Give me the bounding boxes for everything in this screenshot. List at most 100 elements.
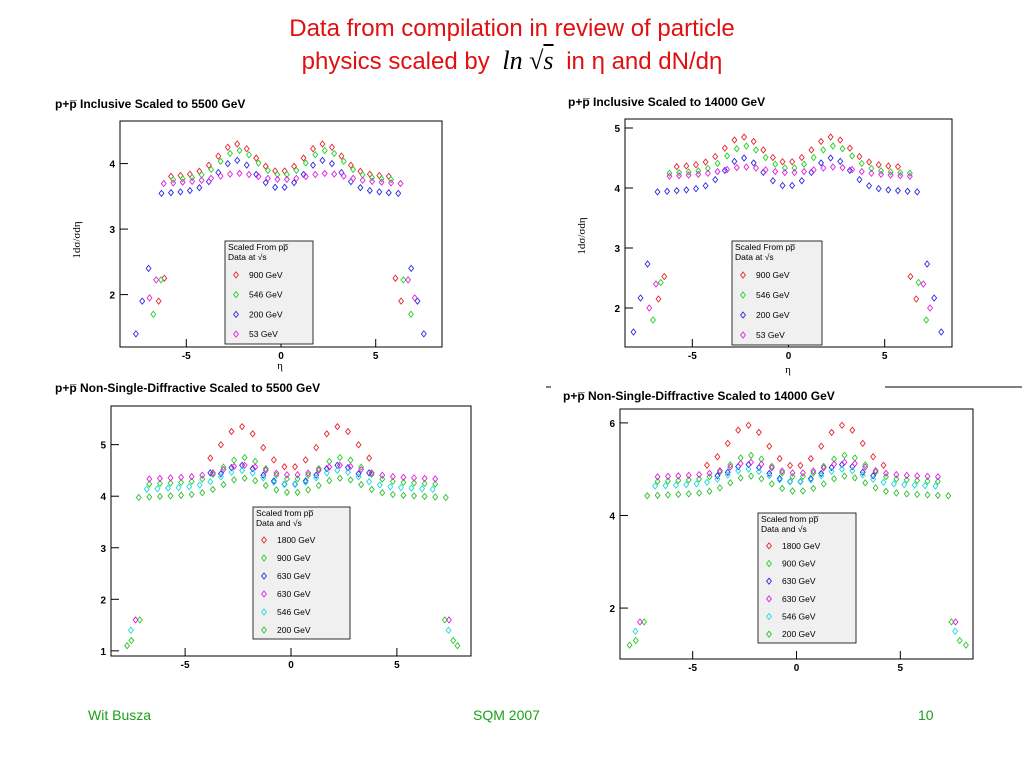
data-point-2-4-1 [781,168,788,177]
data-point-2-4-22 [897,171,904,180]
data-point-2-3-14 [856,175,863,184]
x-axis-label-2: η [785,364,791,376]
data-point-3-6-9 [241,474,248,482]
data-point-1-2-21 [179,175,186,183]
data-point-4-5-7 [755,467,762,476]
data-point-1-4-29 [146,294,153,302]
data-point-1-4-27 [153,276,160,284]
data-point-2-1-21 [683,162,690,170]
data-point-2-3-22 [894,186,901,195]
data-point-2-3-15 [712,175,719,184]
data-point-3-5-29 [127,626,134,634]
data-point-4-5-16 [880,478,887,487]
data-point-2-2-26 [915,278,922,287]
data-point-1-2-12 [340,157,347,166]
x-tick-label-2--5: -5 [688,351,697,362]
data-point-3-5-18 [387,483,394,491]
x-tick-label-4--5: -5 [688,663,697,674]
data-point-1-3-26 [408,264,415,273]
data-point-3-2-27 [146,480,153,488]
data-point-4-5-2 [807,476,814,484]
data-point-1-4-4 [302,172,309,181]
data-point-1-4-18 [369,177,376,186]
data-point-4-4-27 [654,473,661,481]
data-point-1-2-13 [217,157,224,166]
data-point-3-6-10 [347,476,354,484]
data-point-3-5-23 [164,484,171,492]
data-point-1-1-24 [392,274,399,282]
legend-label-3-3: 630 GeV [277,571,311,581]
chart-title-3: p+p̅ Non-Single-Diffractive Scaled to 55… [55,381,321,395]
data-point-1-4-26 [405,276,412,284]
data-point-3-3-4 [313,471,320,479]
legend-label-4-1: 1800 GeV [782,541,821,551]
data-point-3-6-23 [167,492,174,500]
chart-title-1: p+p̅ Inclusive Scaled to 5500 GeV [55,97,246,111]
data-point-3-5-0 [292,480,299,489]
data-point-2-1-12 [846,144,853,152]
data-point-2-4-29 [646,304,653,312]
data-point-2-4-6 [820,164,827,172]
data-point-3-4-13 [220,465,227,474]
footer-conference: SQM 2007 [473,707,540,723]
data-point-1-1-15 [205,161,212,169]
y-tick-label-2-3: 3 [614,244,620,255]
slide-title-line2: physics scaled by ln √s in η and dN/dη [0,46,1024,77]
data-point-2-2-18 [878,167,884,175]
legend-marker-4-1 [766,542,772,550]
data-point-3-6-30 [454,641,461,650]
data-point-2-4-26 [920,280,927,288]
data-point-3-4-1 [283,471,290,479]
data-point-4-5-29 [632,627,639,635]
legend-subtitle-2: Data at √s [735,252,774,262]
data-point-4-4-13 [727,463,734,471]
data-point-1-4-24 [397,179,404,188]
data-point-4-6-13 [727,479,734,487]
data-point-1-1-12 [338,152,345,160]
data-point-3-3-12 [355,470,362,478]
data-point-1-4-23 [170,179,177,187]
data-point-2-2-22 [897,168,904,177]
data-point-4-4-9 [748,458,755,466]
data-point-3-5-8 [334,466,341,475]
data-point-4-1-6 [828,428,835,437]
data-point-3-2-29 [136,616,143,624]
data-point-2-3-27 [654,188,661,196]
data-point-2-3-24 [904,187,911,196]
data-point-2-1-22 [894,162,901,171]
data-point-4-4-3 [779,467,786,475]
y-tick-label-2-2: 2 [614,304,620,315]
data-point-1-2-18 [369,173,376,182]
data-point-3-4-3 [273,469,280,477]
legend-marker-4-4 [766,595,772,603]
data-point-3-5-25 [154,485,161,493]
legend-label-4-2: 900 GeV [782,559,816,569]
data-point-4-6-10 [851,474,858,482]
data-point-4-2-6 [831,455,838,463]
data-point-2-1-26 [913,295,920,303]
data-point-3-6-4 [315,481,322,490]
data-point-1-2-11 [227,149,234,158]
data-point-2-4-12 [849,165,856,174]
data-point-3-1-14 [366,454,373,462]
data-point-4-1-8 [838,421,845,429]
data-point-3-6-26 [432,493,439,501]
data-point-3-4-5 [262,466,269,474]
data-point-4-5-27 [652,482,659,490]
legend-subtitle-3: Data and √s [256,518,302,528]
legend-marker-3-2 [261,554,267,562]
data-point-3-6-5 [262,481,269,490]
data-point-3-3-5 [260,471,267,479]
data-point-3-5-7 [249,469,256,477]
data-point-1-2-20 [378,175,385,183]
data-point-4-5-15 [714,475,721,484]
data-point-2-4-20 [887,171,894,179]
data-point-1-4-14 [350,174,357,183]
data-point-3-4-16 [379,471,386,479]
data-point-2-1-1 [779,158,786,166]
data-point-1-2-6 [312,151,319,159]
data-point-3-2-24 [421,479,428,488]
data-point-4-2-13 [727,461,734,469]
data-point-4-6-18 [893,489,900,497]
data-point-2-2-1 [781,164,788,172]
